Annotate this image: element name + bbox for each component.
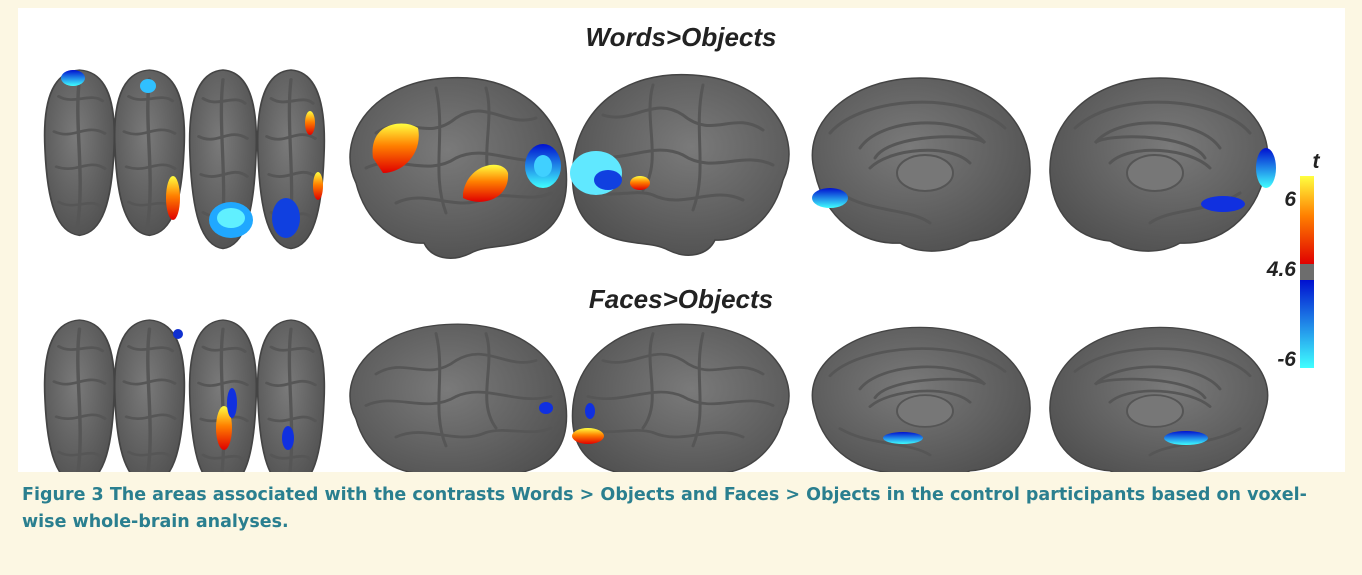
colorbar-tick: 4.6 xyxy=(1266,258,1297,281)
panel-title: Words>Objects xyxy=(586,22,777,52)
colorbar-label: t xyxy=(1313,150,1321,173)
caption-label: Figure 3 xyxy=(22,485,104,505)
caption-text: The areas associated with the contrasts … xyxy=(22,485,1307,532)
figure-graphic: Words>Objects Faces>Objects xyxy=(18,8,1345,472)
colorbar: t 6 4.6 -6 xyxy=(1266,150,1321,371)
brain-row xyxy=(45,320,1268,472)
colorbar-hot xyxy=(1300,176,1314,264)
colorbar-cold xyxy=(1300,280,1314,368)
page: Words>Objects Faces>Objects xyxy=(0,0,1362,575)
colorbar-gray xyxy=(1300,264,1314,280)
caption: Figure 3 The areas associated with the c… xyxy=(22,482,1322,536)
brain-row xyxy=(45,70,1276,258)
colorbar-tick: -6 xyxy=(1277,348,1296,371)
figure-panel: Words>Objects Faces>Objects xyxy=(18,8,1345,472)
colorbar-tick: 6 xyxy=(1284,188,1296,211)
panel-title: Faces>Objects xyxy=(589,284,773,314)
